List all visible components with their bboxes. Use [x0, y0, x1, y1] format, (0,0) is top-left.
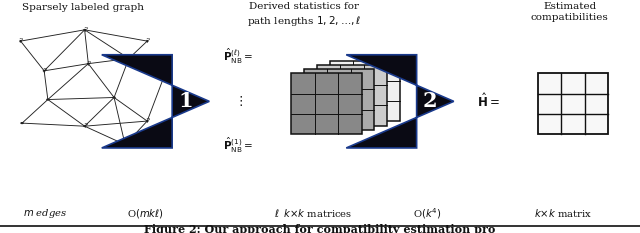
Text: ?: ? — [145, 37, 149, 45]
Text: ?: ? — [86, 60, 90, 68]
Text: ?: ? — [145, 117, 149, 125]
Circle shape — [47, 99, 49, 100]
Bar — [304, 69, 374, 130]
Circle shape — [113, 97, 115, 98]
Circle shape — [84, 126, 86, 127]
Text: 1: 1 — [179, 91, 193, 111]
Circle shape — [88, 63, 89, 64]
Text: $\ell \;\; k{\times}k$ matrices: $\ell \;\; k{\times}k$ matrices — [275, 207, 353, 219]
Text: 2: 2 — [423, 91, 437, 111]
Text: ?: ? — [19, 37, 22, 45]
Text: O$(k^{4})$: O$(k^{4})$ — [413, 206, 442, 221]
Bar — [538, 73, 608, 134]
Text: Figure 2: Our approach for compatibility estimation pro: Figure 2: Our approach for compatibility… — [144, 224, 496, 233]
Text: Derived statistics for
path lengths $1,2,\ldots, \ell$: Derived statistics for path lengths $1,2… — [247, 2, 361, 28]
Circle shape — [128, 58, 130, 59]
Circle shape — [124, 144, 126, 145]
Text: Estimated
compatibilities: Estimated compatibilities — [531, 2, 609, 22]
Bar — [291, 73, 362, 134]
Text: $\hat{\mathbf{P}}^{(\ell)}_{\mathrm{NB}} =$: $\hat{\mathbf{P}}^{(\ell)}_{\mathrm{NB}}… — [223, 46, 253, 65]
Text: $m$ edges: $m$ edges — [22, 207, 67, 220]
Polygon shape — [102, 55, 209, 148]
Text: O$(mk\ell)$: O$(mk\ell)$ — [127, 207, 164, 220]
Text: $\hat{\mathbf{P}}^{(1)}_{\mathrm{NB}} =$: $\hat{\mathbf{P}}^{(1)}_{\mathrm{NB}} =$ — [223, 136, 253, 155]
Circle shape — [168, 62, 170, 63]
Text: Sparsely labeled graph: Sparsely labeled graph — [22, 3, 144, 13]
Text: $k{\times}k$ matrix: $k{\times}k$ matrix — [534, 207, 592, 219]
Text: ?: ? — [83, 26, 86, 34]
Text: ?: ? — [42, 67, 46, 75]
Text: ?: ? — [83, 122, 86, 130]
Text: $\hat{\mathbf{H}} =$: $\hat{\mathbf{H}} =$ — [477, 92, 500, 110]
Text: $\vdots$: $\vdots$ — [234, 94, 243, 108]
Bar — [330, 61, 400, 121]
Polygon shape — [346, 55, 454, 148]
Bar — [317, 65, 387, 126]
